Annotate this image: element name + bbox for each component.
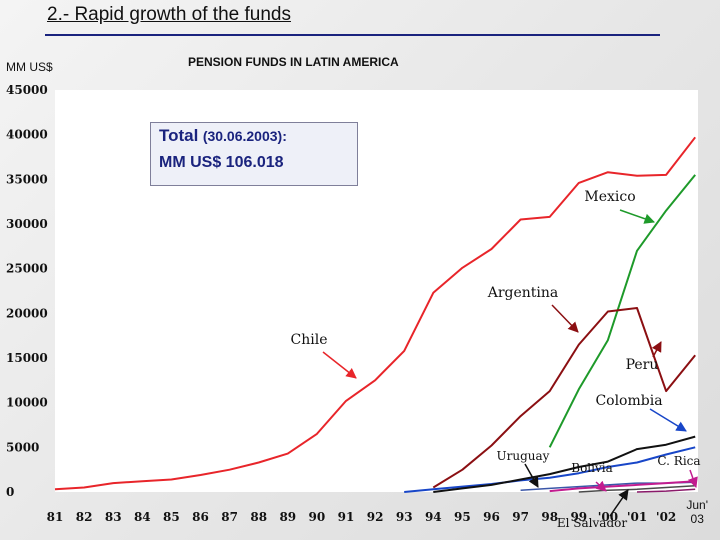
annotation-label-uruguay: Uruguay — [497, 449, 550, 463]
x-tick-label: '00 — [598, 510, 618, 524]
annotation-arrow-uruguay — [524, 463, 539, 488]
x-tick-label: 93 — [396, 510, 413, 524]
annotation-arrow-bolivia — [595, 480, 607, 492]
slide-title: 2.- Rapid growth of the funds — [47, 4, 291, 25]
annotation-label-mexico: Mexico — [584, 189, 635, 205]
annotation-label-bolivia: Bolivia — [571, 461, 613, 475]
y-tick-label: 0 — [6, 485, 14, 499]
y-tick-label: 5000 — [6, 440, 39, 454]
x-tick-label-last: 03 — [691, 512, 705, 526]
y-tick-label: 20000 — [6, 306, 48, 320]
series-line-argentina — [432, 307, 696, 489]
x-tick-label: 92 — [367, 510, 384, 524]
series-lines — [54, 136, 696, 493]
annotation-label-chile: Chile — [291, 332, 328, 348]
x-tick-label: 85 — [163, 510, 180, 524]
annotation-arrow-chile — [322, 351, 357, 379]
x-tick-label: 98 — [541, 510, 558, 524]
x-axis-ticks: 81 82 83 84 85 86 87 88 89 90 91 92 93 94 95 96 97 98 99 '0… — [47, 498, 708, 526]
x-tick-label-last: Jun' — [686, 498, 708, 512]
x-tick-label: 89 — [279, 510, 296, 524]
chart-title: PENSION FUNDS IN LATIN AMERICA — [188, 55, 399, 69]
annotation-arrow-c-rica — [687, 469, 698, 488]
x-tick-label: '01 — [627, 510, 647, 524]
y-tick-label: 35000 — [6, 172, 48, 186]
x-tick-label: 84 — [134, 510, 151, 524]
y-tick-label: 45000 — [6, 83, 48, 97]
annotation-label-colombia: Colombia — [595, 393, 662, 409]
series-line-mexico — [548, 174, 696, 448]
y-axis-unit-label: MM US$ — [6, 60, 53, 74]
y-axis-ticks: 0 5000 10000 15000 20000 25000 30000 35000 40000… — [6, 83, 48, 499]
annotation-arrow-argentina — [551, 304, 579, 333]
total-date: (30.06.2003): — [202, 128, 287, 144]
y-tick-label: 10000 — [6, 396, 48, 410]
y-tick-label: 25000 — [6, 262, 48, 276]
x-tick-label: 81 — [47, 510, 64, 524]
series-line-peru — [404, 446, 696, 493]
series-line-bolivia — [549, 480, 696, 493]
x-tick-label: 99 — [570, 510, 587, 524]
x-tick-label: 86 — [192, 510, 209, 524]
x-tick-label: 94 — [425, 510, 442, 524]
title-divider — [45, 34, 660, 36]
x-tick-label: 96 — [483, 510, 500, 524]
x-tick-label: 90 — [309, 510, 326, 524]
annotation-label-argentina: Argentina — [487, 285, 559, 301]
x-tick-label: 87 — [221, 510, 238, 524]
annotation-arrows — [322, 209, 698, 517]
y-tick-label: 30000 — [6, 217, 48, 231]
total-value: MM US$ 106.018 — [159, 154, 284, 171]
annotation-arrow-mexico — [619, 209, 655, 224]
x-tick-label: '02 — [656, 510, 676, 524]
annotation-arrow-peru — [651, 341, 662, 358]
series-line-chile — [54, 136, 696, 491]
x-tick-label: 97 — [512, 510, 529, 524]
x-tick-label: 88 — [250, 510, 267, 524]
series-line-colombia — [433, 435, 696, 493]
annotation-labels: Chile Mexico Argentina Peru Colombia Uruguay B… — [291, 189, 701, 530]
y-tick-label: 40000 — [6, 128, 48, 142]
x-tick-label: 83 — [105, 510, 122, 524]
x-tick-label: 95 — [454, 510, 471, 524]
annotation-label-el-salvador: El Salvador — [557, 516, 627, 530]
total-label: Total — [159, 126, 199, 145]
x-tick-label: 91 — [338, 510, 355, 524]
annotation-label-c-rica: C. Rica — [657, 454, 700, 468]
annotation-arrow-el-salvador — [609, 489, 629, 517]
x-tick-label: 82 — [76, 510, 93, 524]
series-line-c-rica — [636, 488, 696, 493]
y-tick-label: 15000 — [6, 351, 48, 365]
annotation-arrow-colombia — [649, 408, 687, 432]
annotation-label-peru: Peru — [626, 357, 659, 373]
total-callout-box: Total (30.06.2003): MM US$ 106.018 — [150, 122, 358, 186]
